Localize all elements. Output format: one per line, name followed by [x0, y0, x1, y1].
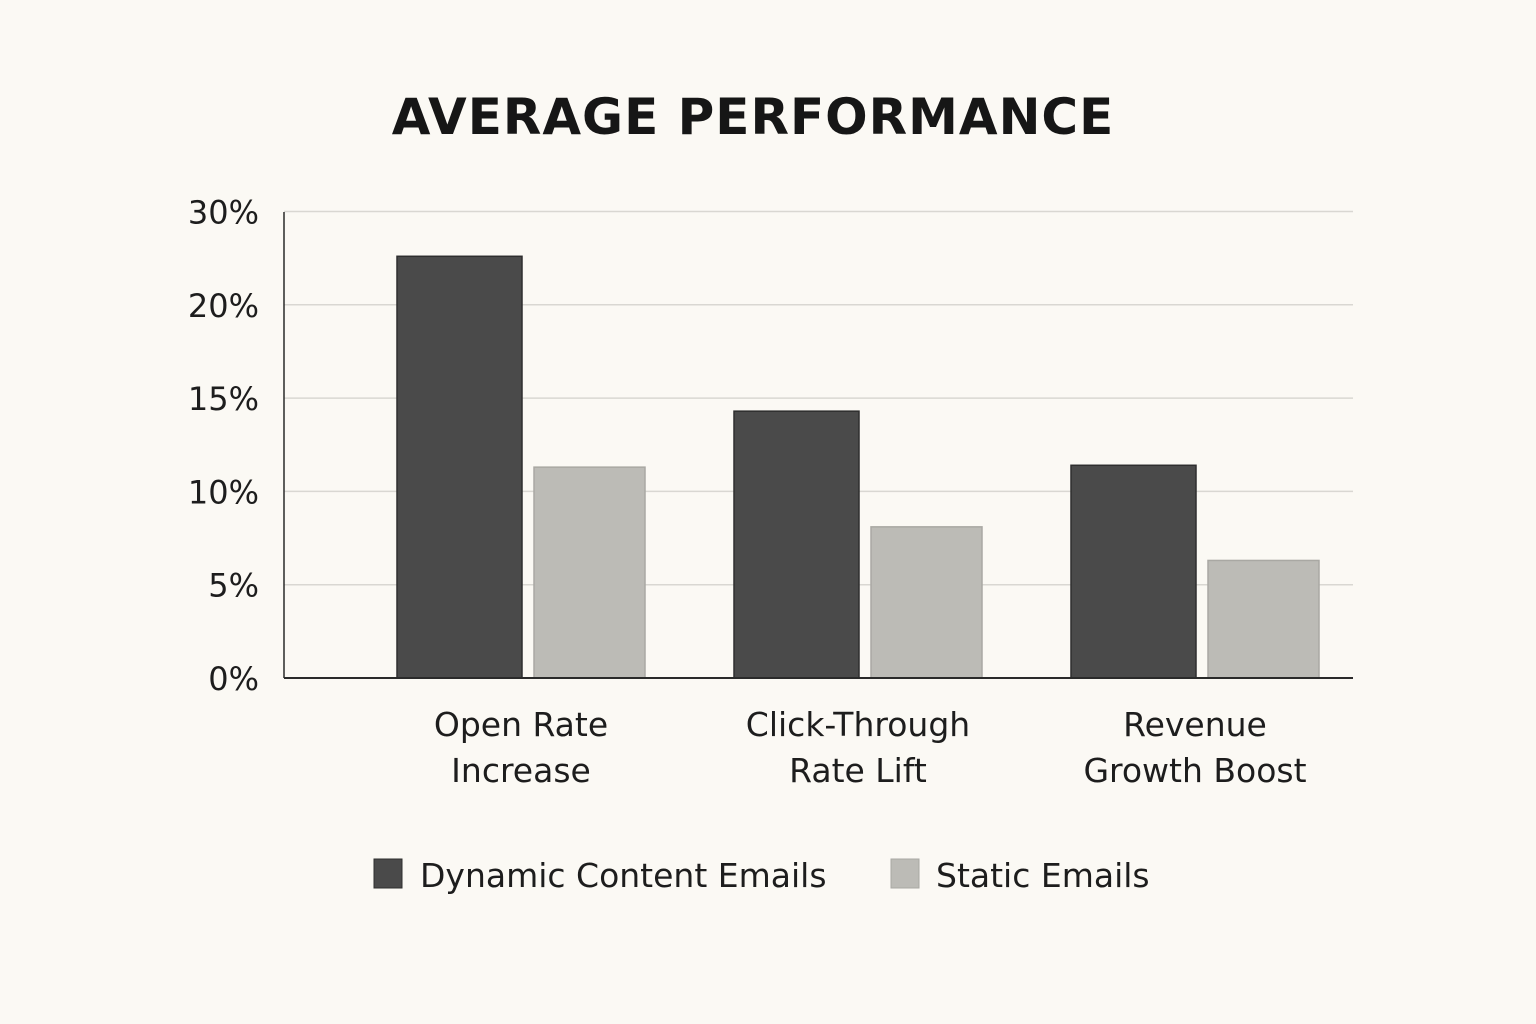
x-category-label: Revenue: [1123, 705, 1267, 744]
y-tick-label: 30%: [188, 194, 259, 232]
y-tick-label: 15%: [188, 380, 259, 418]
legend-label: Static Emails: [936, 856, 1150, 895]
y-tick-label: 10%: [188, 473, 259, 511]
x-category-label: Open Rate: [434, 705, 608, 744]
bar-dynamic: [1070, 464, 1197, 679]
bar-dynamic: [733, 410, 860, 679]
legend-label: Dynamic Content Emails: [420, 856, 827, 895]
x-category-label: Rate Lift: [789, 751, 927, 790]
x-category-label: Click-Through: [746, 705, 970, 744]
x-category-label: Growth Boost: [1083, 751, 1306, 790]
y-tick-label: 20%: [188, 287, 259, 325]
bar-dynamic: [396, 255, 523, 679]
x-category-label: Increase: [451, 751, 591, 790]
legend-swatch: [373, 858, 403, 889]
chart-title: AVERAGE PERFORMANCE: [391, 88, 1115, 146]
bar-static: [870, 526, 983, 679]
y-tick-label: 5%: [208, 567, 259, 605]
bar-static: [533, 466, 646, 679]
legend-swatch: [890, 858, 920, 889]
bar-static: [1207, 559, 1320, 679]
y-tick-label: 0%: [208, 660, 259, 698]
